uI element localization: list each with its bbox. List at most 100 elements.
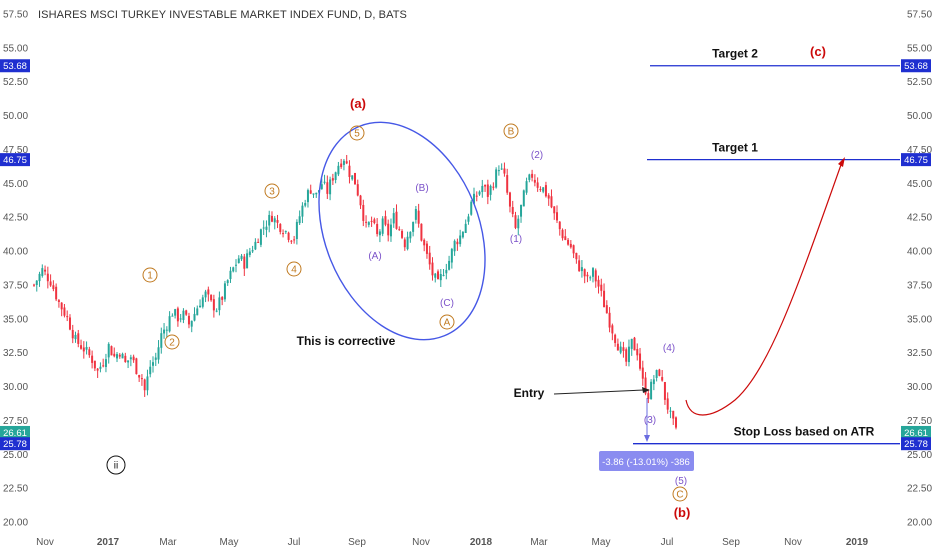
candle-body <box>376 223 379 235</box>
candle-body <box>82 347 85 352</box>
candle-body <box>597 279 600 287</box>
candle-body <box>633 337 636 351</box>
candle-body <box>356 184 359 196</box>
candle-body <box>409 231 412 239</box>
candle-body <box>331 178 334 181</box>
wave-5-purple: (5) <box>675 476 687 487</box>
candle-body <box>246 253 249 269</box>
price-tag-right-2 <box>901 425 931 439</box>
y-tick-left-5: 45.00 <box>3 179 28 190</box>
wave-4-orange: 4 <box>291 265 297 276</box>
candle-body <box>193 313 196 321</box>
candle-body <box>248 251 251 255</box>
price-tag-text-left-1: 46.75 <box>3 155 27 166</box>
candle-body <box>293 239 296 241</box>
candle-body <box>66 316 69 318</box>
wave-3-orange: 3 <box>269 187 275 198</box>
x-tick-5: Sep <box>348 537 366 548</box>
candle-body <box>484 185 487 187</box>
candle-body <box>567 239 570 245</box>
candle-body <box>672 410 675 419</box>
y-tick-left-2: 52.50 <box>3 77 28 88</box>
candle-body <box>99 366 102 369</box>
candle-body <box>572 245 575 254</box>
y-tick-right-4: 47.50 <box>907 145 932 156</box>
candle-body <box>149 366 152 375</box>
candle-body <box>522 190 525 207</box>
candle-body <box>74 334 77 340</box>
candle-body <box>445 269 448 274</box>
candle-body <box>586 274 589 277</box>
y-tick-right-5: 45.00 <box>907 179 932 190</box>
wave-c-red: (c) <box>810 44 826 59</box>
candle-body <box>71 329 74 339</box>
candle-body <box>583 269 586 277</box>
y-tick-right-11: 30.00 <box>907 382 932 393</box>
candle-body <box>608 312 611 328</box>
candle-body <box>337 165 340 175</box>
candle-body <box>503 168 506 174</box>
candle-body <box>669 410 672 412</box>
candle-body <box>306 190 309 203</box>
wave-a-red: (a) <box>350 96 366 111</box>
candle-body <box>384 216 387 225</box>
x-tick-8: Mar <box>530 537 548 548</box>
candle-body <box>265 226 268 230</box>
candle-body <box>312 193 315 195</box>
candle-body <box>190 320 193 327</box>
candle-body <box>550 196 553 208</box>
candle-body <box>176 308 179 322</box>
candle-body <box>60 302 63 310</box>
price-tag-left-3 <box>0 437 30 451</box>
candle-body <box>367 222 370 225</box>
candle-body <box>168 316 171 332</box>
measure-box[interactable] <box>599 451 694 471</box>
candle-body <box>185 310 188 315</box>
price-tag-text-left-3: 25.78 <box>3 439 27 450</box>
y-tick-right-12: 27.50 <box>907 416 932 427</box>
candle-body <box>207 289 210 295</box>
candle-body <box>301 205 304 217</box>
candle-body <box>614 334 617 343</box>
price-tag-text-right-1: 46.75 <box>904 155 928 166</box>
candle-body <box>591 268 594 277</box>
candle-body <box>345 161 348 164</box>
candle-body <box>395 211 398 229</box>
candle-body <box>268 214 271 226</box>
candle-body <box>52 285 55 290</box>
candle-body <box>580 267 583 272</box>
candle-body <box>351 175 354 180</box>
price-tag-left-0 <box>0 59 30 73</box>
candle-body <box>342 160 345 165</box>
candle-body <box>403 239 406 248</box>
candle-body <box>334 172 337 180</box>
candle-body <box>174 309 177 316</box>
candle-body <box>520 204 523 217</box>
candle-body <box>578 260 581 272</box>
price-tag-left-1 <box>0 153 30 167</box>
candle-body <box>561 229 564 239</box>
candle-body <box>276 220 279 223</box>
candle-body <box>85 347 88 350</box>
candle-body <box>104 359 107 368</box>
candle-body <box>564 236 567 241</box>
candle-body <box>611 325 614 334</box>
candle-body <box>218 297 221 311</box>
wave-C-orange-circle <box>672 486 688 502</box>
y-tick-left-14: 22.50 <box>3 484 28 495</box>
price-tag-right-3 <box>901 437 931 451</box>
candle-body <box>102 365 105 367</box>
candle-body <box>589 277 592 279</box>
candle-body <box>221 297 224 300</box>
y-tick-right-1: 55.00 <box>907 43 932 54</box>
candle-body <box>492 186 495 188</box>
candle-body <box>434 273 437 278</box>
candle-body <box>536 182 539 188</box>
candle-body <box>539 189 542 191</box>
x-tick-10: Jul <box>661 537 674 548</box>
candle-body <box>666 398 669 410</box>
y-tick-left-3: 50.00 <box>3 111 28 122</box>
candle-body <box>226 280 229 284</box>
candle-body <box>439 273 442 281</box>
